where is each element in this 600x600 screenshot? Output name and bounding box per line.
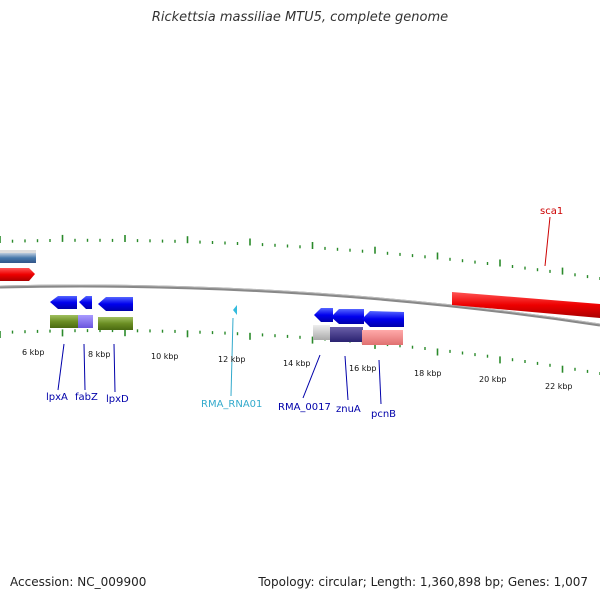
cog-bar-fabZ xyxy=(78,315,93,328)
gene-znuA-arrow[interactable] xyxy=(331,309,364,324)
gene-label-lpxA[interactable]: lpxA xyxy=(46,392,68,403)
leader-RMA_RNA01 xyxy=(230,317,234,397)
genome-backbone xyxy=(0,284,600,327)
scale-label: 14 kbp xyxy=(283,359,311,368)
scale-label: 10 kbp xyxy=(151,352,179,361)
cog-bar-znuA xyxy=(330,327,363,342)
gene-sca1-bar[interactable] xyxy=(452,292,600,318)
gene-label-pcnB[interactable]: pcnB xyxy=(371,409,396,420)
leader-fabZ xyxy=(83,343,86,391)
leader-znuA xyxy=(344,355,349,401)
gene-lpxA-arrow[interactable] xyxy=(50,296,77,309)
gene-label-sca1[interactable]: sca1 xyxy=(540,206,563,217)
scale-label: 16 kbp xyxy=(349,364,377,373)
genome-summary-text: Topology: circular; Length: 1,360,898 bp… xyxy=(258,575,588,589)
gene-label-fabZ[interactable]: fabZ xyxy=(75,392,98,403)
gene-fabZ-arrow[interactable] xyxy=(79,296,92,309)
gene-RMA_0017-arrow[interactable] xyxy=(314,308,333,322)
edge-gene-steel[interactable] xyxy=(0,253,36,263)
gene-label-lpxD[interactable]: lpxD xyxy=(106,394,129,405)
scale-label: 20 kbp xyxy=(479,375,507,384)
scale-label: 18 kbp xyxy=(414,369,442,378)
cog-bar-lpxA xyxy=(50,315,78,328)
leader-lpxD xyxy=(113,343,116,393)
gene-label-RMA_RNA01[interactable]: RMA_RNA01 xyxy=(201,399,262,410)
scale-label: 22 kbp xyxy=(545,382,573,391)
gene-label-znuA[interactable]: znuA xyxy=(336,404,361,415)
gene-lpxD-arrow[interactable] xyxy=(98,297,133,311)
rna-marker-icon[interactable] xyxy=(233,305,237,315)
edge-gene-red-arrow[interactable] xyxy=(0,268,35,281)
outer-tick-arc xyxy=(0,234,600,280)
gene-label-RMA_0017[interactable]: RMA_0017 xyxy=(278,402,331,413)
leader-pcnB xyxy=(378,359,382,405)
cog-bar-pcnB xyxy=(362,330,403,345)
inner-tick-arc xyxy=(0,329,600,375)
scale-label: 8 kbp xyxy=(88,350,110,359)
accession-text: Accession: NC_009900 xyxy=(10,575,147,589)
cog-bar-lpxD xyxy=(98,317,133,330)
cog-bar-RMA_0017 xyxy=(313,325,330,340)
leader-RMA_0017 xyxy=(302,354,321,399)
gene-pcnB-arrow[interactable] xyxy=(362,311,404,327)
scale-label: 12 kbp xyxy=(218,355,246,364)
scale-label: 6 kbp xyxy=(22,348,44,357)
genome-title: Rickettsia massiliae MTU5, complete geno… xyxy=(151,10,449,25)
leader-sca1 xyxy=(544,216,551,267)
leader-lpxA xyxy=(57,343,65,391)
